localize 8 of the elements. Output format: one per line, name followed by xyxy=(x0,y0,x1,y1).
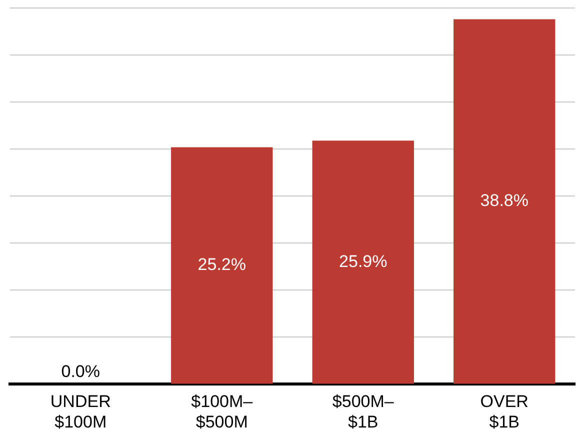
data-label: 25.2% xyxy=(198,255,246,274)
x-tick-label: OVER $1B xyxy=(480,392,528,432)
data-label: 38.8% xyxy=(480,191,528,210)
data-label: 0.0% xyxy=(61,362,100,381)
x-tick-label: UNDER $100M xyxy=(50,392,111,432)
data-label: 25.9% xyxy=(339,252,388,271)
x-tick-label: $500M–$1B xyxy=(332,392,394,432)
x-tick-label: $100M–$500M xyxy=(191,392,254,432)
